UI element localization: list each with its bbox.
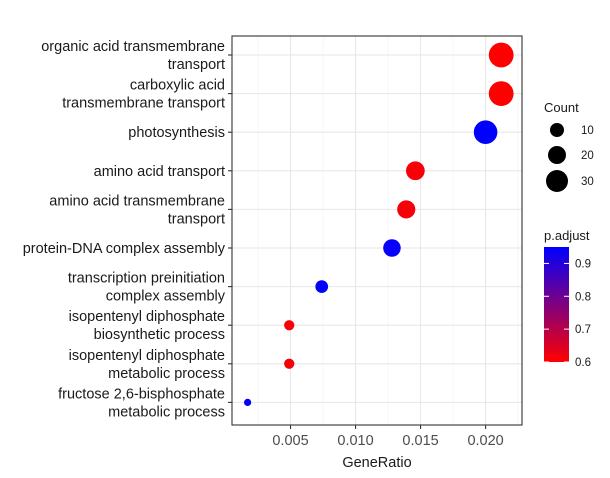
category-label: amino acid transport [94,164,225,180]
color-legend-label: 0.8 [575,291,591,303]
data-point [383,239,401,257]
data-point [488,42,514,68]
x-tick-label: 0.015 [402,433,438,449]
grid-lines [232,36,522,425]
category-label-line: metabolic process [108,404,225,420]
x-axis-title: GeneRatio [342,455,411,471]
color-legend: p.adjust 0.6 0.7 0.8 0.9 [544,228,591,369]
data-point [397,200,416,219]
category-label-line: organic acid transmembrane [41,39,225,55]
category-label: isopentenyl diphosphate biosynthetic proc… [69,309,225,343]
category-label: photosynthesis [128,125,225,141]
x-axis-ticks: 0.005 0.010 0.015 0.020 [272,425,504,449]
size-legend-title: Count [544,100,579,115]
size-legend-label: 30 [581,176,594,188]
data-point [284,320,295,331]
category-label-line: transcription preinitiation [68,271,225,287]
category-label: isopentenyl diphosphate metabolic process [69,348,225,382]
size-legend: Count 10 20 30 [544,100,594,192]
category-label-line: photosynthesis [128,125,225,141]
category-label: protein-DNA complex assembly [23,241,226,257]
category-label: organic acid transmembrane transport [41,39,225,73]
category-label: fructose 2,6-bisphosphate metabolic proce… [58,386,225,420]
size-legend-key [548,146,566,164]
category-label-line: transport [168,211,225,227]
color-legend-label: 0.9 [575,258,591,270]
category-labels: organic acid transmembrane transport carbo… [23,39,232,420]
color-legend-title: p.adjust [544,228,590,243]
category-label-line: fructose 2,6-bisphosphate [58,386,225,402]
color-legend-label: 0.7 [575,324,591,336]
data-point [244,398,252,406]
color-legend-label: 0.6 [575,357,591,369]
size-legend-label: 20 [581,150,594,162]
data-point [315,280,329,293]
size-legend-key [546,170,568,192]
data-points [244,42,514,406]
category-label-line: protein-DNA complex assembly [23,241,226,257]
category-label: transcription preinitiation complex assem… [68,271,226,305]
size-legend-key [550,123,564,137]
category-label-line: transport [168,57,225,73]
category-label: carboxylic acid transmembrane transport [62,78,225,112]
data-point [473,120,498,144]
x-tick-label: 0.005 [272,433,308,449]
category-label-line: isopentenyl diphosphate [69,309,225,325]
data-point [284,358,295,369]
size-legend-label: 10 [581,125,594,137]
x-tick-label: 0.010 [337,433,373,449]
data-point [488,81,514,106]
category-label-line: complex assembly [106,289,226,305]
category-label-line: amino acid transmembrane [49,193,225,209]
category-label: amino acid transmembrane transport [49,193,225,227]
category-label-line: biosynthetic process [94,327,225,343]
panel-border [231,35,523,426]
category-label-line: amino acid transport [94,164,225,180]
x-tick-label: 0.020 [467,433,503,449]
category-label-line: transmembrane transport [62,96,225,112]
data-point [405,161,425,181]
category-label-line: carboxylic acid [130,78,225,94]
category-label-line: isopentenyl diphosphate [69,348,225,364]
category-label-line: metabolic process [108,366,225,382]
color-gradient-bar [544,247,569,362]
